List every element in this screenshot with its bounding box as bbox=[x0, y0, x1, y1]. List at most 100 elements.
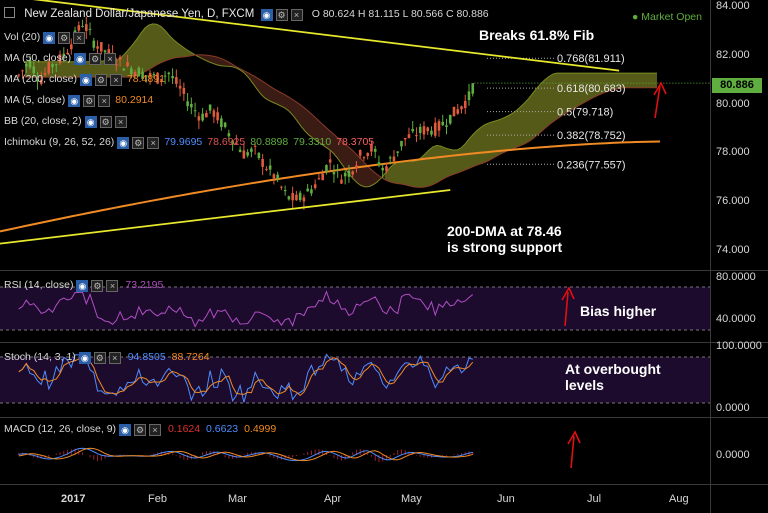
cloud-segment bbox=[469, 134, 473, 169]
cloud-segment bbox=[209, 55, 213, 64]
study-eye-icon[interactable]: ◉ bbox=[117, 137, 130, 149]
study-label[interactable]: Ichimoku (9, 26, 52, 26) ◉ ⚙ × 79.9695 78.692… bbox=[4, 136, 374, 149]
candle-body bbox=[208, 104, 212, 111]
price-tick: 76.000 bbox=[716, 195, 750, 208]
symbol-title[interactable]: New Zealand Dollar/Japanese Yen, D, FXCM bbox=[24, 8, 255, 20]
macd-legend[interactable]: MACD (12, 26, close, 9) ◉ ⚙ × 0.1624 0.6623… bbox=[4, 423, 277, 436]
study-label[interactable]: BB (20, close, 2) ◉ ⚙ × bbox=[4, 115, 127, 128]
rsi-eye-icon[interactable]: ◉ bbox=[76, 280, 89, 292]
candle-body bbox=[261, 159, 264, 167]
candle-body bbox=[175, 77, 178, 84]
collapse-icon[interactable] bbox=[4, 7, 15, 18]
study-close-icon[interactable]: × bbox=[114, 116, 127, 128]
candle-body bbox=[268, 165, 272, 170]
cloud-segment bbox=[597, 73, 601, 96]
study-close-icon[interactable]: × bbox=[109, 74, 122, 86]
candle-body bbox=[411, 128, 415, 132]
candle-body bbox=[160, 79, 163, 81]
cloud-segment bbox=[149, 23, 153, 70]
study-eye-icon[interactable]: ◉ bbox=[43, 32, 56, 44]
stoch-eye-icon[interactable]: ◉ bbox=[78, 352, 91, 364]
rsi-close-icon[interactable]: × bbox=[106, 280, 119, 292]
rsi-legend[interactable]: RSI (14, close) ◉ ⚙ × 73.2195 bbox=[4, 279, 164, 292]
chart-header: New Zealand Dollar/Japanese Yen, D, FXCM… bbox=[4, 7, 489, 21]
study-label[interactable]: MA (200, close) ◉ ⚙ × 78.4891 bbox=[4, 73, 165, 86]
candle-body bbox=[460, 106, 463, 110]
study-close-icon[interactable]: × bbox=[73, 32, 86, 44]
cloud-segment bbox=[581, 73, 585, 105]
study-eye-icon[interactable]: ◉ bbox=[74, 53, 87, 65]
study-settings-icon[interactable]: ⚙ bbox=[58, 32, 71, 44]
study-eye-icon[interactable]: ◉ bbox=[84, 116, 97, 128]
candle-body bbox=[216, 112, 219, 121]
candle-body bbox=[212, 110, 216, 117]
candle-body bbox=[396, 151, 400, 153]
candle-body bbox=[130, 68, 133, 75]
visibility-eye-icon[interactable]: ◉ bbox=[260, 9, 273, 21]
candle-body bbox=[467, 91, 471, 101]
stoch-legend[interactable]: Stoch (14, 3, 1) ◉ ⚙ × 94.8505 88.7264 bbox=[4, 351, 210, 364]
candle-body bbox=[197, 116, 201, 121]
study-settings-icon[interactable]: ⚙ bbox=[83, 95, 96, 107]
cloud-segment bbox=[153, 23, 157, 68]
cloud-segment bbox=[281, 92, 285, 109]
study-close-icon[interactable]: × bbox=[98, 95, 111, 107]
study-label[interactable]: MA (50, close) ◉ ⚙ × bbox=[4, 52, 117, 65]
candle-body bbox=[385, 166, 388, 172]
cloud-segment bbox=[285, 94, 289, 112]
study-eye-icon[interactable]: ◉ bbox=[68, 95, 81, 107]
stoch-settings-icon[interactable]: ⚙ bbox=[93, 352, 106, 364]
fib-label: 0.618(80.683) bbox=[557, 83, 626, 95]
macd-settings-icon[interactable]: ⚙ bbox=[134, 424, 147, 436]
rsi-settings-icon[interactable]: ⚙ bbox=[91, 280, 104, 292]
candle-body bbox=[310, 189, 313, 194]
study-close-icon[interactable]: × bbox=[147, 137, 160, 149]
study-settings-icon[interactable]: ⚙ bbox=[89, 53, 102, 65]
study-close-icon[interactable]: × bbox=[104, 53, 117, 65]
candle-body bbox=[370, 144, 373, 152]
close-icon[interactable]: × bbox=[290, 9, 303, 21]
study-settings-icon[interactable]: ⚙ bbox=[99, 116, 112, 128]
cloud-segment bbox=[629, 73, 633, 88]
study-label[interactable]: Vol (20) ◉ ⚙ × bbox=[4, 31, 86, 44]
candle-body bbox=[272, 174, 276, 179]
candle-body bbox=[343, 172, 347, 177]
macd-eye-icon[interactable]: ◉ bbox=[119, 424, 132, 436]
settings-icon[interactable]: ⚙ bbox=[275, 9, 288, 21]
candle-body bbox=[24, 64, 28, 67]
macd-line bbox=[18, 447, 473, 462]
price-tick: 84.000 bbox=[716, 0, 750, 13]
cloud-segment bbox=[561, 73, 565, 117]
fib-label: 0.768(81.911) bbox=[557, 53, 625, 65]
stoch-close-icon[interactable]: × bbox=[108, 352, 121, 364]
study-eye-icon[interactable]: ◉ bbox=[79, 74, 92, 86]
cloud-segment bbox=[461, 144, 465, 172]
cloud-segment bbox=[433, 145, 437, 185]
candle-body bbox=[253, 145, 257, 147]
study-name: Vol (20) bbox=[4, 31, 41, 43]
candle-body bbox=[445, 125, 448, 127]
study-label[interactable]: MA (5, close) ◉ ⚙ × 80.2914 bbox=[4, 94, 153, 107]
cloud-segment bbox=[213, 56, 217, 65]
annotation-stoch: At overbought levels bbox=[565, 361, 661, 393]
macd-close-icon[interactable]: × bbox=[149, 424, 162, 436]
candle-body bbox=[422, 126, 426, 135]
cloud-segment bbox=[417, 157, 421, 188]
candle-body bbox=[103, 50, 107, 53]
candle-body bbox=[280, 186, 283, 188]
cloud-segment bbox=[309, 111, 313, 139]
trendline bbox=[32, 0, 620, 72]
cloud-segment bbox=[217, 57, 221, 66]
cloud-segment bbox=[221, 58, 225, 67]
study-name: MA (50, close) bbox=[4, 52, 72, 64]
study-settings-icon[interactable]: ⚙ bbox=[94, 74, 107, 86]
cloud-segment bbox=[437, 145, 441, 183]
cloud-segment bbox=[553, 73, 557, 122]
candle-body bbox=[193, 110, 197, 112]
cloud-segment bbox=[429, 146, 433, 187]
candle-body bbox=[295, 194, 298, 201]
cloud-segment bbox=[377, 174, 381, 183]
study-settings-icon[interactable]: ⚙ bbox=[132, 137, 145, 149]
candle-body bbox=[163, 75, 167, 77]
study-value: 80.8898 bbox=[250, 136, 289, 148]
